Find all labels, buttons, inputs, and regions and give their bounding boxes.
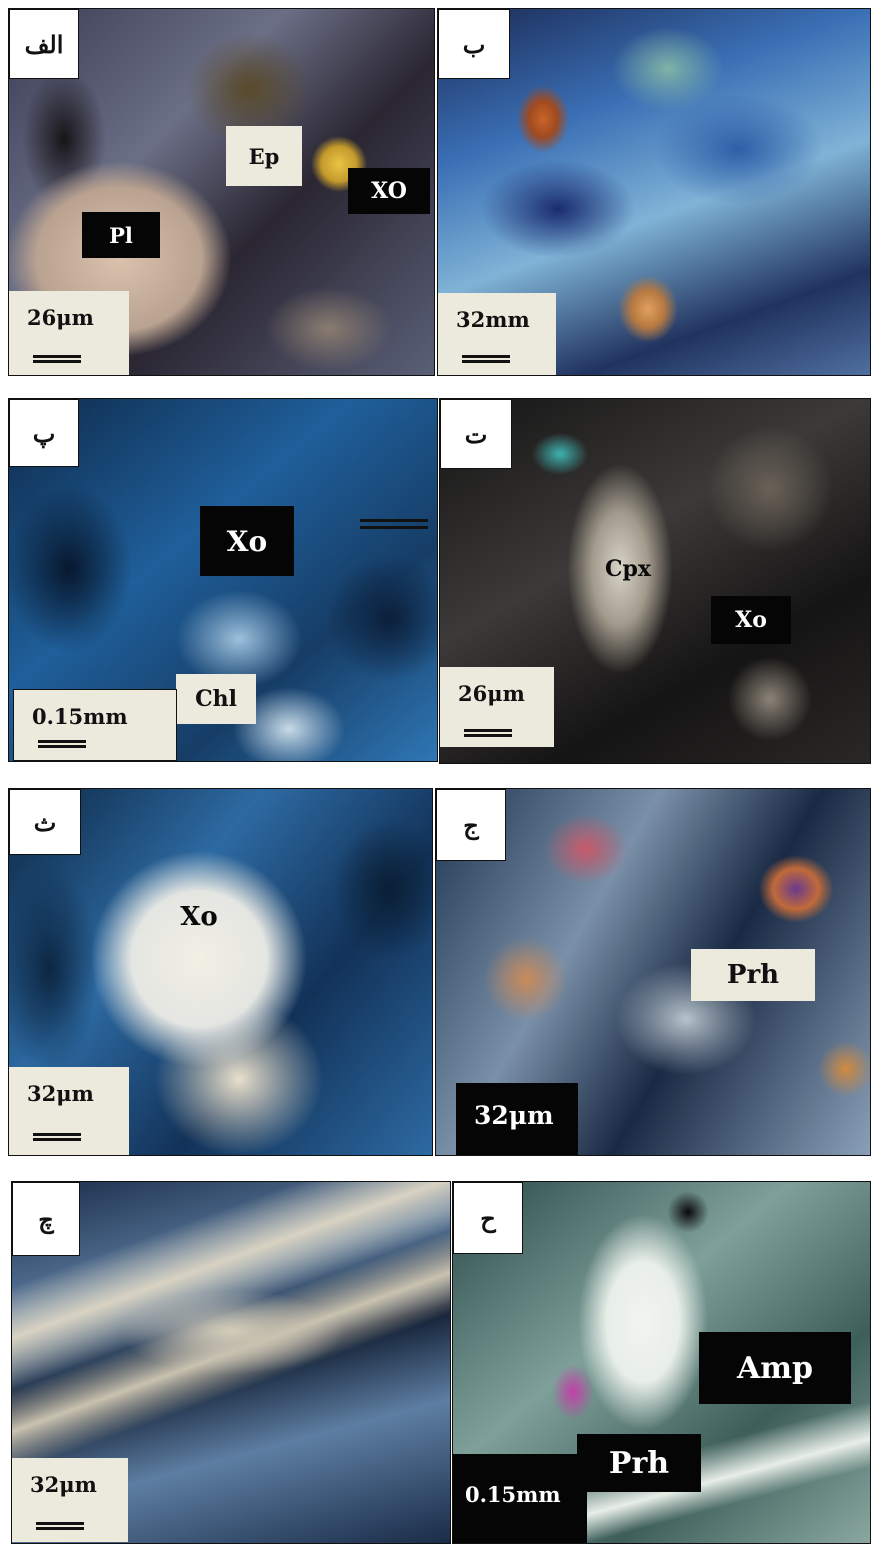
mineral-label-xo: Xo [711, 596, 791, 644]
scale-bar-box: 32μm [456, 1083, 578, 1155]
scale-bar [33, 355, 81, 363]
scale-bar [464, 729, 512, 737]
mineral-label-amp: Amp [699, 1332, 851, 1404]
panel-alef: الف Ep XO Pl 26μm [8, 8, 435, 376]
mineral-label-cpx: Cpx [604, 556, 651, 582]
scale-label: 0.15mm [465, 1482, 561, 1507]
scale-bar [36, 1522, 84, 1530]
mineral-label-xo: Xo [180, 902, 218, 932]
panel-tag: ج [436, 789, 506, 861]
scale-label: 0.15mm [32, 704, 128, 729]
scale-bar-box: 32mm [438, 293, 556, 375]
mineral-label-pl: Pl [82, 212, 160, 258]
scale-label: 32μm [30, 1472, 97, 1497]
panel-te: ت Cpx Xo 26μm [439, 398, 871, 764]
panel-tag: ث [9, 789, 81, 855]
panel-tag: ح [453, 1182, 523, 1254]
panel-se: ث Xo 32μm [8, 788, 433, 1156]
mineral-label-chl: Chl [176, 674, 256, 724]
panel-pe: پ Xo Chl 0.15mm [8, 398, 438, 762]
scale-bar-box: 26μm [9, 291, 129, 375]
scale-bar [38, 740, 86, 748]
panel-jim: ج Prh 32μm [435, 788, 871, 1156]
scale-bar [462, 355, 510, 363]
panel-tag: پ [9, 399, 79, 467]
panel-tag: ب [438, 9, 510, 79]
scale-bar-box: 32μm [12, 1458, 128, 1542]
panel-he: ح Amp Prh 0.15mm [452, 1181, 871, 1544]
scale-bar-box: 26μm [440, 667, 554, 747]
scale-bar-box: 0.15mm [453, 1454, 587, 1543]
scale-label: 32μm [474, 1101, 554, 1130]
panel-tag: چ [12, 1182, 80, 1256]
scale-bar-box: 0.15mm [13, 689, 177, 761]
panel-che: چ 32μm [11, 1181, 451, 1544]
panel-tag: ت [440, 399, 512, 469]
scale-label: 32mm [456, 307, 530, 332]
mineral-label-xo: XO [348, 168, 430, 214]
scale-line [360, 519, 428, 529]
scale-bar [33, 1133, 81, 1141]
mineral-label-ep: Ep [226, 126, 302, 186]
scale-label: 26μm [27, 305, 94, 330]
scale-bar-box: 32μm [9, 1067, 129, 1155]
scale-label: 26μm [458, 681, 525, 706]
scale-label: 32μm [27, 1081, 94, 1106]
mineral-label-xo: Xo [200, 506, 294, 576]
panel-be: ب 32mm [437, 8, 871, 376]
mineral-label-prh: Prh [691, 949, 815, 1001]
panel-tag: الف [9, 9, 79, 79]
mineral-label-prh: Prh [577, 1434, 701, 1492]
